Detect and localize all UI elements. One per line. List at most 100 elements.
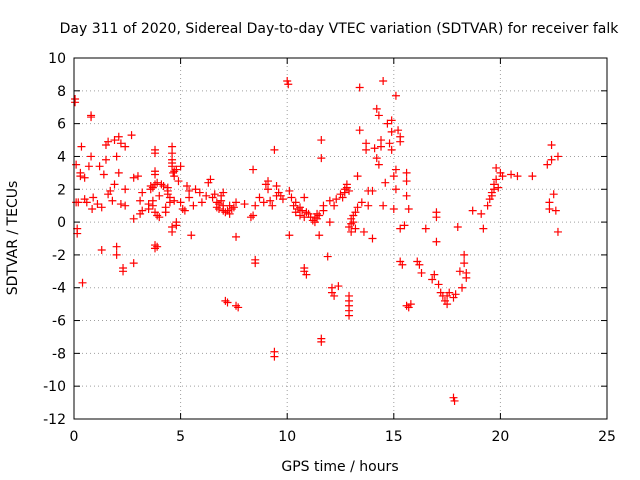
data-point <box>168 162 177 171</box>
data-point <box>302 270 311 279</box>
data-point <box>264 177 273 186</box>
data-point <box>270 145 279 154</box>
data-point <box>93 200 102 209</box>
data-point <box>330 291 339 300</box>
data-point <box>182 181 191 190</box>
data-point <box>249 165 258 174</box>
data-point <box>210 190 219 199</box>
data-point <box>547 140 556 149</box>
data-point <box>372 104 381 113</box>
data-point <box>415 260 424 269</box>
data-point <box>114 132 123 141</box>
data-point <box>88 204 97 213</box>
x-tick-label: 25 <box>598 429 616 445</box>
data-point <box>445 288 454 297</box>
data-point <box>291 198 300 207</box>
data-point <box>479 224 488 233</box>
data-point <box>119 267 128 276</box>
x-tick-label: 20 <box>491 429 509 445</box>
data-point <box>549 190 558 199</box>
x-tick-label: 5 <box>176 429 185 445</box>
data-point <box>178 204 187 213</box>
data-point <box>389 204 398 213</box>
data-point <box>383 119 392 128</box>
data-point <box>345 186 354 195</box>
data-point <box>458 283 467 292</box>
y-tick-label: -2 <box>52 248 66 264</box>
y-tick-label: 10 <box>48 51 66 67</box>
data-point <box>553 227 562 236</box>
y-tick-label: -6 <box>52 314 66 330</box>
data-point <box>121 201 130 210</box>
data-point <box>185 193 194 202</box>
data-point <box>389 172 398 181</box>
data-point <box>353 172 362 181</box>
data-point <box>89 193 98 202</box>
data-point <box>189 201 198 210</box>
data-point <box>332 195 341 204</box>
data-point <box>234 303 243 312</box>
data-point <box>295 211 304 220</box>
data-point <box>195 188 204 197</box>
data-point <box>513 172 522 181</box>
data-point <box>353 203 362 212</box>
data-point <box>355 83 364 92</box>
data-point <box>163 183 172 192</box>
data-point <box>151 170 160 179</box>
data-point <box>498 172 507 181</box>
data-point <box>374 111 383 120</box>
data-point <box>317 337 326 346</box>
data-point <box>116 200 125 209</box>
data-point <box>391 165 400 174</box>
data-point <box>223 298 232 307</box>
data-point <box>84 162 93 171</box>
data-point <box>172 221 181 230</box>
data-point <box>545 204 554 213</box>
plot-frame <box>73 57 608 420</box>
data-point <box>129 214 138 223</box>
x-tick-label: 15 <box>385 429 403 445</box>
data-point <box>402 177 411 186</box>
data-point <box>450 396 459 405</box>
data-point <box>460 259 469 268</box>
y-tick-label: 6 <box>57 117 66 133</box>
data-point <box>170 196 179 205</box>
data-point <box>232 301 241 310</box>
data-point <box>300 193 309 202</box>
data-point <box>351 208 360 217</box>
data-point <box>191 185 200 194</box>
data-point <box>108 196 117 205</box>
data-point <box>391 91 400 100</box>
data-point <box>490 180 499 189</box>
data-point <box>379 201 388 210</box>
data-point <box>462 273 471 282</box>
y-tick-label: -4 <box>52 281 66 297</box>
data-point <box>319 206 328 215</box>
data-point <box>97 203 106 212</box>
data-point <box>104 137 113 146</box>
data-point <box>402 301 411 310</box>
y-tick-label: 4 <box>57 149 66 165</box>
data-point <box>155 213 164 222</box>
data-point <box>121 142 130 151</box>
data-point <box>76 168 85 177</box>
data-point <box>138 188 147 197</box>
axis-ticks: 0 5 10 15 20 25 -12 -10 -8 -6 -4 -2 0 2 4 6 8 10 <box>43 51 616 445</box>
data-point <box>110 180 119 189</box>
data-point <box>379 76 388 85</box>
data-point <box>266 196 275 205</box>
data-point <box>377 142 386 151</box>
y-tick-label: 0 <box>57 215 66 231</box>
data-point <box>385 139 394 148</box>
data-point <box>133 172 142 181</box>
data-point <box>114 168 123 177</box>
data-point <box>400 221 409 230</box>
data-point <box>342 180 351 189</box>
data-point <box>315 231 324 240</box>
y-tick-label: -12 <box>43 412 66 428</box>
data-point <box>170 167 179 176</box>
data-point <box>417 268 426 277</box>
data-point <box>492 175 501 184</box>
data-point <box>443 300 452 309</box>
data-point <box>174 177 183 186</box>
